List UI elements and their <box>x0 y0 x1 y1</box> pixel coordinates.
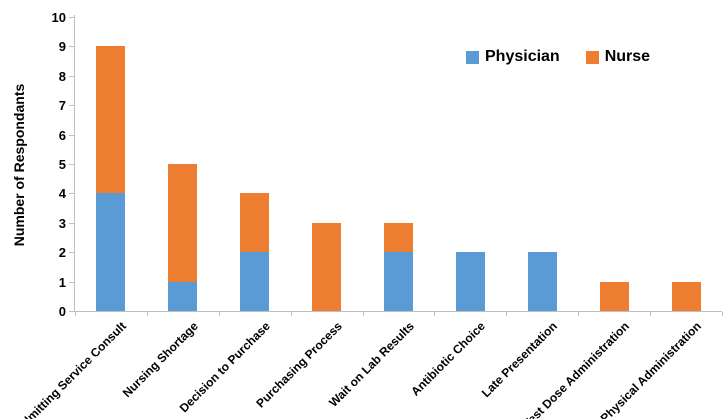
y-tick-mark <box>69 75 74 77</box>
bar-segment-nurse <box>384 222 413 253</box>
y-tick-label: 4 <box>58 186 66 202</box>
legend-item-physician: Physician <box>466 48 560 66</box>
y-tick-label: 10 <box>51 10 66 25</box>
bar-segment-physician <box>455 252 485 311</box>
legend-label-nurse: Nurse <box>604 48 651 65</box>
legend: Physician Nurse <box>466 48 650 66</box>
x-tick-mark <box>650 312 652 316</box>
bar-segment-physician <box>527 252 557 311</box>
y-tick-mark <box>69 134 74 136</box>
y-tick-mark <box>69 222 74 224</box>
y-tick-label: 5 <box>58 157 66 172</box>
bar-segment-nurse <box>599 281 629 311</box>
y-tick-label: 6 <box>58 127 66 143</box>
y-tick-mark <box>69 252 74 254</box>
bar-segment-nurse <box>96 46 126 194</box>
y-tick-label: 9 <box>58 39 66 55</box>
x-tick-mark <box>722 312 723 316</box>
x-tick-mark <box>506 312 508 316</box>
y-tick-mark <box>69 164 74 165</box>
legend-item-nurse: Nurse <box>585 48 651 66</box>
bar-segment-nurse <box>168 164 198 282</box>
y-tick-mark <box>69 17 74 18</box>
x-axis-line <box>70 311 722 312</box>
y-tick-mark <box>69 311 74 312</box>
y-tick-mark <box>69 193 74 195</box>
x-category-label: Physical Administration <box>597 319 704 419</box>
physician-series-swatch <box>466 50 479 64</box>
y-tick-label: 0 <box>58 304 66 319</box>
y-axis-line <box>74 15 75 312</box>
bar-segment-nurse <box>240 193 270 253</box>
x-tick-mark <box>434 312 436 316</box>
bar-segment-physician <box>96 193 126 311</box>
bar-segment-nurse <box>312 222 342 311</box>
x-tick-mark <box>218 312 220 316</box>
x-tick-mark <box>578 312 580 316</box>
x-tick-mark <box>362 312 364 316</box>
bar-segment-physician <box>168 281 198 311</box>
y-axis-title: Number of Respondants <box>11 83 27 247</box>
y-tick-mark <box>69 281 74 283</box>
bar-segment-nurse <box>671 281 701 311</box>
nurse-series-swatch <box>585 50 599 64</box>
y-tick-mark <box>69 105 74 107</box>
y-tick-label: 8 <box>58 68 66 84</box>
legend-label-physician: Physician <box>485 48 560 65</box>
y-tick-label: 7 <box>58 98 66 114</box>
y-tick-label: 1 <box>58 274 66 290</box>
y-tick-label: 3 <box>58 215 66 231</box>
x-tick-mark <box>146 312 148 316</box>
y-tick-mark <box>69 46 74 48</box>
bar-segment-physician <box>240 252 270 311</box>
x-tick-mark <box>75 312 76 316</box>
y-tick-label: 2 <box>58 245 66 261</box>
x-tick-mark <box>290 312 292 316</box>
bar-segment-physician <box>384 252 413 311</box>
